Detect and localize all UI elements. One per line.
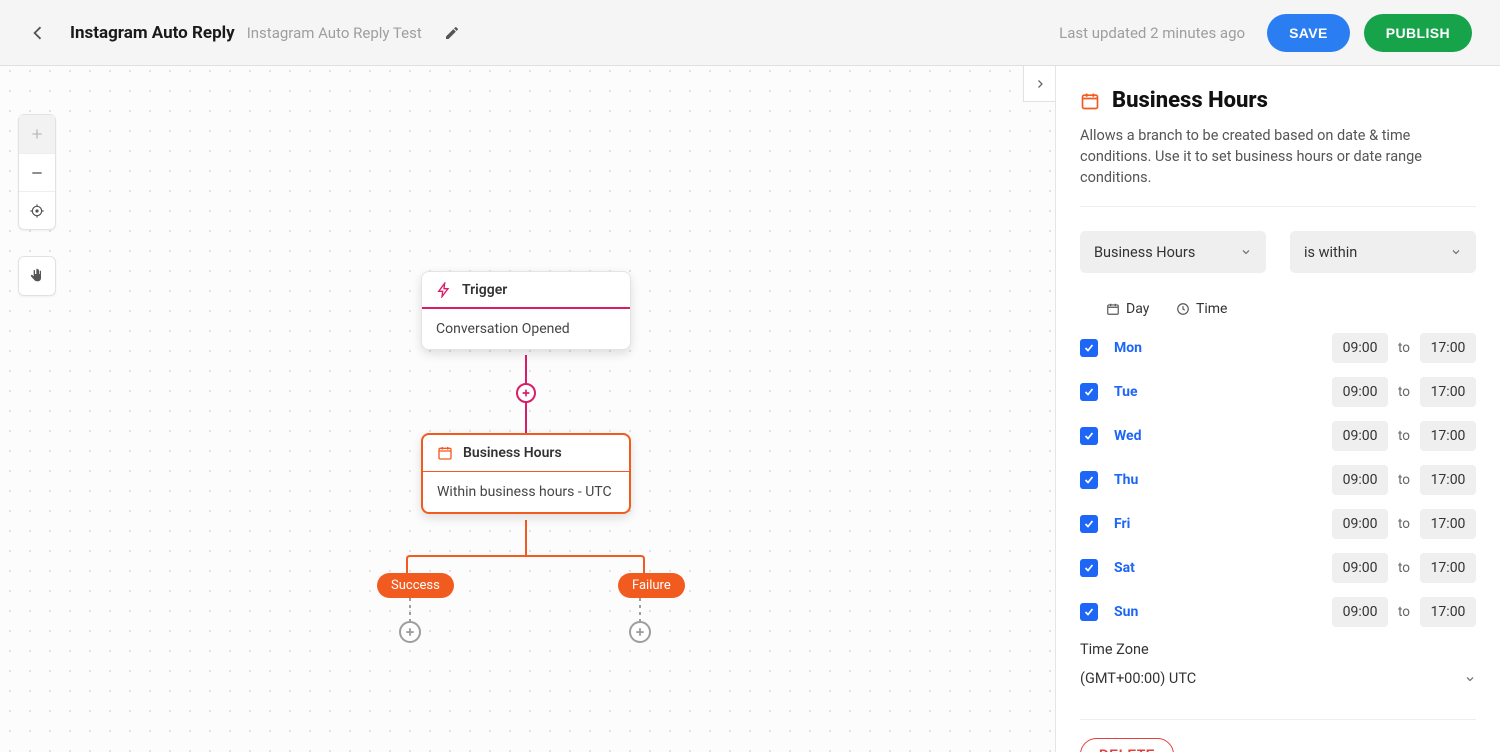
condition-operator-select[interactable]: is within <box>1290 231 1476 273</box>
time-from-input[interactable]: 09:00 <box>1332 377 1388 407</box>
time-to-input[interactable]: 17:00 <box>1420 421 1476 451</box>
day-label: Tue <box>1114 384 1174 400</box>
chevron-down-icon <box>1240 246 1252 258</box>
condition-type-value: Business Hours <box>1094 244 1195 261</box>
edit-title-icon[interactable] <box>444 25 460 41</box>
day-row: Fri 09:00 to 17:00 <box>1080 509 1476 539</box>
to-label: to <box>1398 604 1410 620</box>
time-from-input[interactable]: 09:00 <box>1332 421 1388 451</box>
app-header: Instagram Auto Reply Instagram Auto Repl… <box>0 0 1500 66</box>
trigger-node[interactable]: Trigger Conversation Opened <box>421 271 631 350</box>
zoom-fit-button[interactable] <box>19 191 55 229</box>
time-from-input[interactable]: 09:00 <box>1332 333 1388 363</box>
day-label: Sun <box>1114 604 1174 620</box>
to-label: to <box>1398 472 1410 488</box>
business-hours-node-body: Within business hours - UTC <box>423 471 629 512</box>
publish-button[interactable]: PUBLISH <box>1364 14 1472 52</box>
calendar-icon <box>1080 91 1100 111</box>
workflow-title: Instagram Auto Reply <box>70 23 235 43</box>
pan-button[interactable] <box>19 257 55 295</box>
day-label: Fri <box>1114 516 1174 532</box>
zoom-toolbar <box>18 114 56 230</box>
day-time-header: Day Time <box>1080 301 1476 317</box>
clock-icon <box>1176 302 1190 316</box>
panel-description: Allows a branch to be created based on d… <box>1080 125 1476 188</box>
day-row: Tue 09:00 to 17:00 <box>1080 377 1476 407</box>
save-button[interactable]: SAVE <box>1267 14 1350 52</box>
business-hours-node-header: Business Hours <box>423 435 629 471</box>
collapse-sidebar-button[interactable] <box>1023 66 1055 102</box>
time-to-input[interactable]: 17:00 <box>1420 465 1476 495</box>
day-label: Wed <box>1114 428 1174 444</box>
timezone-value: (GMT+00:00) UTC <box>1080 670 1196 687</box>
time-to-input[interactable]: 17:00 <box>1420 553 1476 583</box>
panel-title-row: Business Hours <box>1080 88 1476 113</box>
time-from-input[interactable]: 09:00 <box>1332 597 1388 627</box>
day-checkbox[interactable] <box>1080 471 1098 489</box>
day-checkbox[interactable] <box>1080 427 1098 445</box>
to-label: to <box>1398 340 1410 356</box>
day-label: Thu <box>1114 472 1174 488</box>
calendar-icon <box>437 445 453 461</box>
day-checkbox[interactable] <box>1080 603 1098 621</box>
add-failure-step-button[interactable] <box>629 621 651 643</box>
properties-sidebar: Business Hours Allows a branch to be cre… <box>1055 66 1500 752</box>
day-row: Sun 09:00 to 17:00 <box>1080 597 1476 627</box>
day-row: Sat 09:00 to 17:00 <box>1080 553 1476 583</box>
time-from-input[interactable]: 09:00 <box>1332 509 1388 539</box>
last-updated-text: Last updated 2 minutes ago <box>1059 24 1245 42</box>
chevron-down-icon <box>1464 673 1476 685</box>
business-hours-node-title: Business Hours <box>463 445 562 461</box>
business-hours-node[interactable]: Business Hours Within business hours - U… <box>421 433 631 514</box>
day-checkbox[interactable] <box>1080 339 1098 357</box>
branch-success-pill[interactable]: Success <box>377 573 454 598</box>
flow-canvas[interactable]: Trigger Conversation Opened Business Hou… <box>0 66 1055 752</box>
time-from-input[interactable]: 09:00 <box>1332 553 1388 583</box>
to-label: to <box>1398 384 1410 400</box>
time-to-input[interactable]: 17:00 <box>1420 377 1476 407</box>
time-header-label: Time <box>1196 301 1227 317</box>
panel-title: Business Hours <box>1112 88 1268 113</box>
day-row: Thu 09:00 to 17:00 <box>1080 465 1476 495</box>
timezone-label: Time Zone <box>1080 641 1476 658</box>
to-label: to <box>1398 516 1410 532</box>
add-success-step-button[interactable] <box>399 621 421 643</box>
pan-toolbar <box>18 256 56 296</box>
day-label: Sat <box>1114 560 1174 576</box>
condition-operator-value: is within <box>1304 244 1357 261</box>
day-header-label: Day <box>1126 301 1149 317</box>
time-to-input[interactable]: 17:00 <box>1420 333 1476 363</box>
zoom-in-button[interactable] <box>19 115 55 153</box>
timezone-select[interactable]: (GMT+00:00) UTC <box>1080 666 1476 701</box>
to-label: to <box>1398 560 1410 576</box>
workflow-subtitle: Instagram Auto Reply Test <box>247 24 422 42</box>
trigger-node-title: Trigger <box>462 282 507 298</box>
to-label: to <box>1398 428 1410 444</box>
branch-failure-pill[interactable]: Failure <box>618 573 685 598</box>
condition-type-select[interactable]: Business Hours <box>1080 231 1266 273</box>
bolt-icon <box>436 282 452 298</box>
add-step-button[interactable] <box>516 383 536 403</box>
day-checkbox[interactable] <box>1080 515 1098 533</box>
time-from-input[interactable]: 09:00 <box>1332 465 1388 495</box>
chevron-down-icon <box>1450 246 1462 258</box>
delete-button[interactable]: DELETE <box>1080 738 1174 752</box>
time-to-input[interactable]: 17:00 <box>1420 597 1476 627</box>
day-row: Mon 09:00 to 17:00 <box>1080 333 1476 363</box>
trigger-node-body: Conversation Opened <box>422 309 630 349</box>
day-row: Wed 09:00 to 17:00 <box>1080 421 1476 451</box>
day-label: Mon <box>1114 340 1174 356</box>
calendar-small-icon <box>1106 302 1120 316</box>
back-arrow-icon[interactable] <box>28 23 48 43</box>
trigger-node-header: Trigger <box>422 272 630 309</box>
zoom-out-button[interactable] <box>19 153 55 191</box>
time-to-input[interactable]: 17:00 <box>1420 509 1476 539</box>
day-checkbox[interactable] <box>1080 383 1098 401</box>
day-checkbox[interactable] <box>1080 559 1098 577</box>
